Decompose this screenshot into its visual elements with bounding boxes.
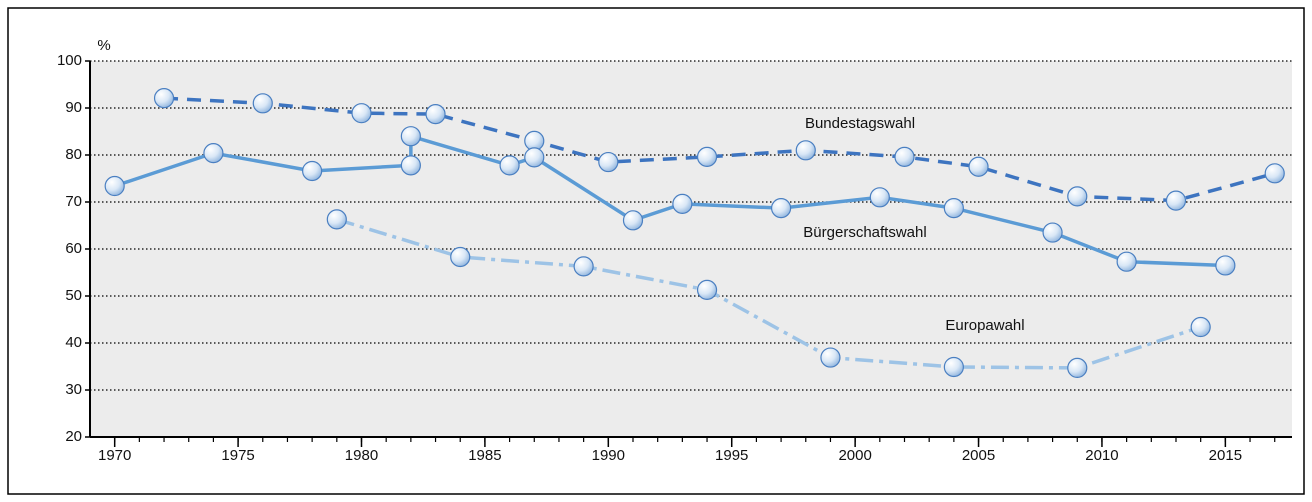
x-tick-label: 1995 (715, 447, 748, 464)
x-tick-label: 1990 (592, 447, 625, 464)
y-tick-label: 100 (57, 52, 82, 69)
y-tick-label: 90 (65, 99, 82, 116)
data-point (696, 279, 718, 300)
y-tick-label: 20 (65, 428, 82, 445)
data-point (943, 356, 964, 378)
data-point (869, 187, 890, 208)
data-point (351, 103, 372, 124)
data-point (400, 126, 421, 147)
y-tick-label: 60 (65, 240, 82, 257)
data-point (672, 193, 693, 214)
data-point (598, 151, 619, 173)
data-point (943, 198, 964, 219)
x-tick-label: 1970 (98, 447, 131, 464)
data-point (499, 155, 520, 176)
x-tick-label: 2010 (1085, 447, 1118, 464)
data-point (104, 175, 125, 197)
data-point (770, 198, 792, 219)
data-point (1215, 255, 1236, 276)
y-tick-label: 40 (65, 334, 82, 351)
y-tick-label: 50 (65, 287, 82, 304)
data-point (795, 140, 816, 161)
x-tick-label: 1980 (345, 447, 378, 464)
data-point (1116, 251, 1137, 272)
data-point (203, 143, 224, 164)
y-tick-label: 80 (65, 146, 82, 163)
y-tick-label: 70 (65, 193, 82, 210)
data-point (820, 347, 841, 368)
data-point (894, 146, 915, 167)
data-point (1165, 190, 1187, 211)
data-point (302, 160, 323, 182)
data-point (1264, 163, 1285, 184)
series-label: Bürgerschaftswahl (803, 224, 926, 241)
y-unit: % (97, 37, 110, 54)
x-tick-label: 2015 (1209, 447, 1242, 464)
data-point (326, 209, 347, 230)
data-point (1067, 357, 1088, 379)
data-point (968, 156, 989, 177)
data-point (1190, 316, 1211, 338)
series-line (336, 217, 1202, 370)
data-point (400, 155, 421, 176)
y-tick-label: 30 (65, 381, 82, 398)
series-label: Bundestagswahl (805, 115, 915, 132)
data-point (696, 146, 718, 167)
data-point (622, 210, 644, 231)
data-point (573, 256, 594, 277)
data-point (1067, 186, 1088, 207)
data-point (450, 246, 471, 268)
x-tick-label: 2000 (838, 447, 871, 464)
x-tick-label: 2005 (962, 447, 995, 464)
data-point (425, 104, 446, 125)
x-tick-label: 1985 (468, 447, 501, 464)
data-point (153, 88, 175, 109)
data-point (524, 147, 545, 168)
data-point (252, 93, 273, 114)
x-tick-label: 1975 (221, 447, 254, 464)
series-label: Europawahl (945, 317, 1024, 334)
data-point (1042, 222, 1063, 243)
